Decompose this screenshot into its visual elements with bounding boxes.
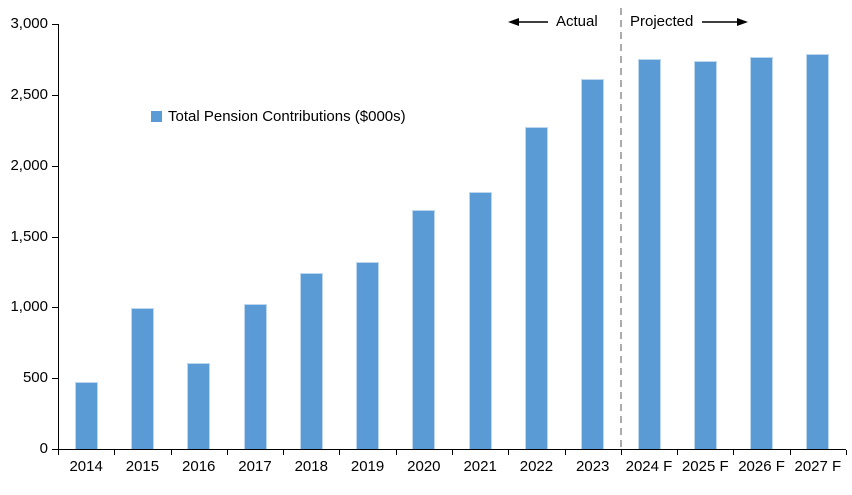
x-axis-tick [283, 450, 285, 455]
x-axis-category-label: 2018 [294, 458, 328, 475]
bar-2024-f [637, 59, 661, 449]
x-axis-tick [508, 450, 510, 455]
legend-marker-icon [151, 111, 162, 122]
actual-label: Actual [556, 13, 598, 30]
y-axis-tick [52, 24, 58, 25]
x-axis-tick [339, 450, 341, 455]
y-axis-line [58, 24, 59, 450]
x-axis-tick [733, 450, 735, 455]
y-axis-tick [52, 449, 58, 450]
y-axis-tick-label: 2,000 [10, 156, 48, 174]
x-axis-category-label: 2021 [463, 458, 497, 475]
x-axis-category-label: 2016 [182, 458, 216, 475]
x-axis-category-label: 2020 [407, 458, 441, 475]
bar-2020 [412, 210, 436, 449]
y-axis-tick-label: 1,000 [10, 298, 48, 316]
x-axis-category-label: 2015 [125, 458, 160, 475]
y-axis-tick-label: 500 [22, 369, 48, 387]
bar-2021 [468, 191, 492, 449]
x-axis-category-label: 2023 [576, 458, 610, 475]
right-arrow-icon [702, 18, 748, 26]
y-axis-tick-label: 2,500 [10, 85, 48, 103]
y-axis-tick [52, 378, 58, 380]
x-axis-line [53, 449, 846, 450]
bar-2017 [243, 303, 267, 449]
projected-label: Projected [630, 13, 694, 30]
x-axis-category-label: 2022 [519, 458, 554, 475]
bar-2018 [299, 273, 323, 449]
x-axis-category-label: 2026 F [738, 458, 785, 475]
x-axis-tick [564, 450, 566, 455]
y-axis-tick [52, 94, 58, 96]
x-axis-tick [789, 450, 791, 455]
bar-2016 [187, 362, 211, 449]
x-axis-category-label: 2024 F [625, 458, 673, 475]
bar-2019 [356, 262, 380, 449]
legend-label: Total Pension Contributions ($000s) [168, 108, 406, 125]
x-axis-category-label: 2019 [350, 458, 385, 475]
left-arrow-icon [508, 18, 548, 26]
bar-2015 [130, 308, 154, 449]
x-axis-category-label: 2017 [238, 458, 272, 475]
x-axis-tick [58, 450, 59, 455]
x-axis-tick [226, 450, 228, 455]
x-axis-tick [677, 450, 679, 455]
actual-projected-divider-line [619, 8, 622, 449]
legend: Total Pension Contributions ($000s) [151, 108, 406, 125]
x-axis-category-label: 2025 F [681, 458, 729, 475]
x-axis-tick [846, 450, 847, 455]
x-axis-tick [114, 450, 116, 455]
y-axis-tick [52, 307, 58, 309]
bar-2014 [74, 381, 98, 449]
y-axis-tick-label: 1,500 [10, 227, 48, 245]
x-axis-tick [620, 450, 622, 455]
x-axis-category-label: 2027 F [794, 458, 842, 475]
x-axis-tick [395, 450, 397, 455]
bar-2027-f [806, 53, 830, 449]
bar-2026-f [750, 57, 774, 449]
x-axis-category-label: 2014 [69, 458, 103, 475]
y-axis-tick-label: 3,000 [10, 15, 48, 32]
bar-2022 [524, 126, 548, 449]
bar-2025-f [693, 60, 717, 449]
y-axis-tick [52, 165, 58, 167]
x-axis-tick [452, 450, 453, 455]
y-axis-tick [52, 236, 58, 238]
x-axis-tick [170, 450, 172, 455]
y-axis-tick-label: 0 [39, 440, 48, 457]
bar-2023 [581, 78, 605, 449]
